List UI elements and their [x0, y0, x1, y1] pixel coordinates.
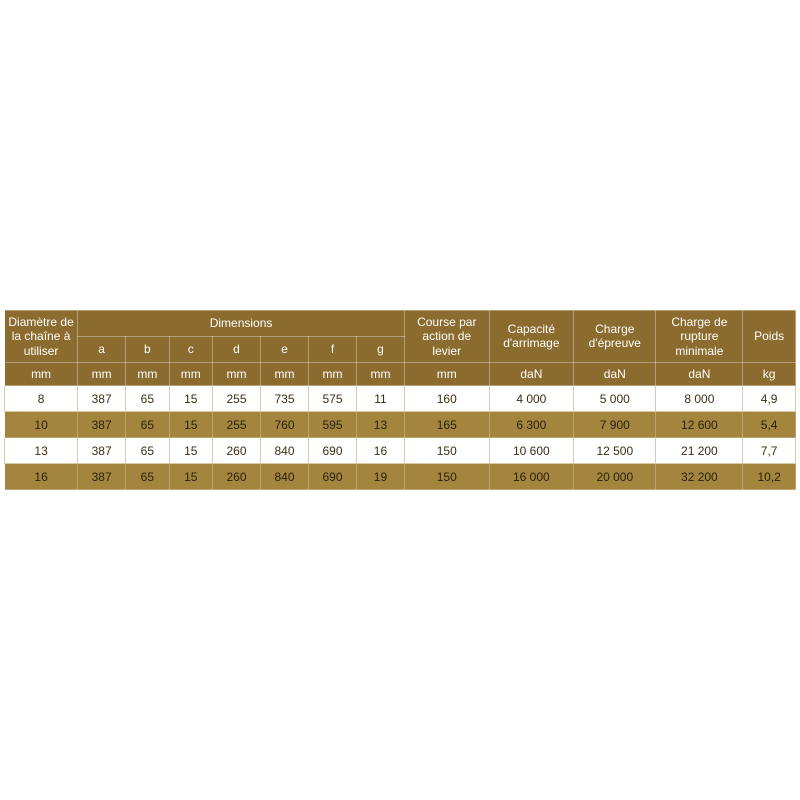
table-cell: 595: [308, 412, 356, 438]
col-header-course: Course par action de levier: [404, 310, 489, 362]
table-cell: 255: [212, 412, 260, 438]
table-cell: 13: [5, 438, 78, 464]
subheader-g: g: [356, 336, 404, 362]
unit-7: mm: [356, 362, 404, 385]
spec-table: Diamètre de la chaîne à utiliser Dimensi…: [4, 310, 796, 491]
col-header-capacite: Capacité d'arrimage: [489, 310, 574, 362]
table-cell: 10 600: [489, 438, 574, 464]
table-cell: 5,4: [743, 412, 796, 438]
table-cell: 6 300: [489, 412, 574, 438]
table-cell: 387: [78, 386, 126, 412]
unit-8: mm: [404, 362, 489, 385]
table-cell: 165: [404, 412, 489, 438]
unit-5: mm: [260, 362, 308, 385]
unit-9: daN: [489, 362, 574, 385]
subheader-a: a: [78, 336, 126, 362]
table-cell: 840: [260, 464, 308, 490]
table-cell: 5 000: [574, 386, 656, 412]
table-cell: 8: [5, 386, 78, 412]
table-cell: 15: [169, 386, 212, 412]
col-header-epreuve: Charge d'épreuve: [574, 310, 656, 362]
table-cell: 15: [169, 464, 212, 490]
table-cell: 160: [404, 386, 489, 412]
subheader-e: e: [260, 336, 308, 362]
table-cell: 387: [78, 412, 126, 438]
table-head: Diamètre de la chaîne à utiliser Dimensi…: [5, 310, 796, 386]
unit-4: mm: [212, 362, 260, 385]
table-cell: 16 000: [489, 464, 574, 490]
table-cell: 65: [126, 412, 169, 438]
table-cell: 150: [404, 438, 489, 464]
table-cell: 19: [356, 464, 404, 490]
unit-1: mm: [78, 362, 126, 385]
table-cell: 65: [126, 386, 169, 412]
table-cell: 32 200: [656, 464, 743, 490]
table-cell: 15: [169, 438, 212, 464]
table-cell: 260: [212, 438, 260, 464]
table-cell: 65: [126, 438, 169, 464]
table-cell: 7 900: [574, 412, 656, 438]
col-header-poids: Poids: [743, 310, 796, 362]
table-cell: 387: [78, 464, 126, 490]
table-cell: 840: [260, 438, 308, 464]
table-cell: 10: [5, 412, 78, 438]
table-row: 1338765152608406901615010 60012 50021 20…: [5, 438, 796, 464]
subheader-d: d: [212, 336, 260, 362]
unit-12: kg: [743, 362, 796, 385]
table-cell: 150: [404, 464, 489, 490]
subheader-f: f: [308, 336, 356, 362]
table-row: 1638765152608406901915016 00020 00032 20…: [5, 464, 796, 490]
table-cell: 15: [169, 412, 212, 438]
table-row: 103876515255760595131656 3007 90012 6005…: [5, 412, 796, 438]
table-body: 83876515255735575111604 0005 0008 0004,9…: [5, 386, 796, 490]
table-cell: 690: [308, 464, 356, 490]
unit-2: mm: [126, 362, 169, 385]
table-cell: 20 000: [574, 464, 656, 490]
table-cell: 260: [212, 464, 260, 490]
table-cell: 21 200: [656, 438, 743, 464]
unit-6: mm: [308, 362, 356, 385]
unit-11: daN: [656, 362, 743, 385]
unit-3: mm: [169, 362, 212, 385]
col-header-dimensions: Dimensions: [78, 310, 405, 336]
table-cell: 16: [5, 464, 78, 490]
table-row: 83876515255735575111604 0005 0008 0004,9: [5, 386, 796, 412]
col-header-diameter: Diamètre de la chaîne à utiliser: [5, 310, 78, 362]
table-cell: 13: [356, 412, 404, 438]
unit-10: daN: [574, 362, 656, 385]
table-cell: 7,7: [743, 438, 796, 464]
table-cell: 11: [356, 386, 404, 412]
unit-0: mm: [5, 362, 78, 385]
table-cell: 65: [126, 464, 169, 490]
table-cell: 16: [356, 438, 404, 464]
page-wrap: Diamètre de la chaîne à utiliser Dimensi…: [0, 0, 800, 800]
table-cell: 690: [308, 438, 356, 464]
subheader-c: c: [169, 336, 212, 362]
table-cell: 760: [260, 412, 308, 438]
table-cell: 4,9: [743, 386, 796, 412]
table-cell: 10,2: [743, 464, 796, 490]
table-cell: 12 500: [574, 438, 656, 464]
table-cell: 8 000: [656, 386, 743, 412]
table-cell: 255: [212, 386, 260, 412]
table-cell: 12 600: [656, 412, 743, 438]
table-cell: 4 000: [489, 386, 574, 412]
col-header-rupture: Charge de rupture minimale: [656, 310, 743, 362]
table-cell: 575: [308, 386, 356, 412]
table-cell: 387: [78, 438, 126, 464]
table-cell: 735: [260, 386, 308, 412]
subheader-b: b: [126, 336, 169, 362]
